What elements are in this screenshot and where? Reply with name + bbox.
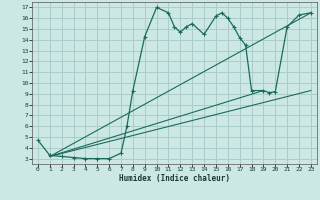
X-axis label: Humidex (Indice chaleur): Humidex (Indice chaleur) [119, 174, 230, 183]
